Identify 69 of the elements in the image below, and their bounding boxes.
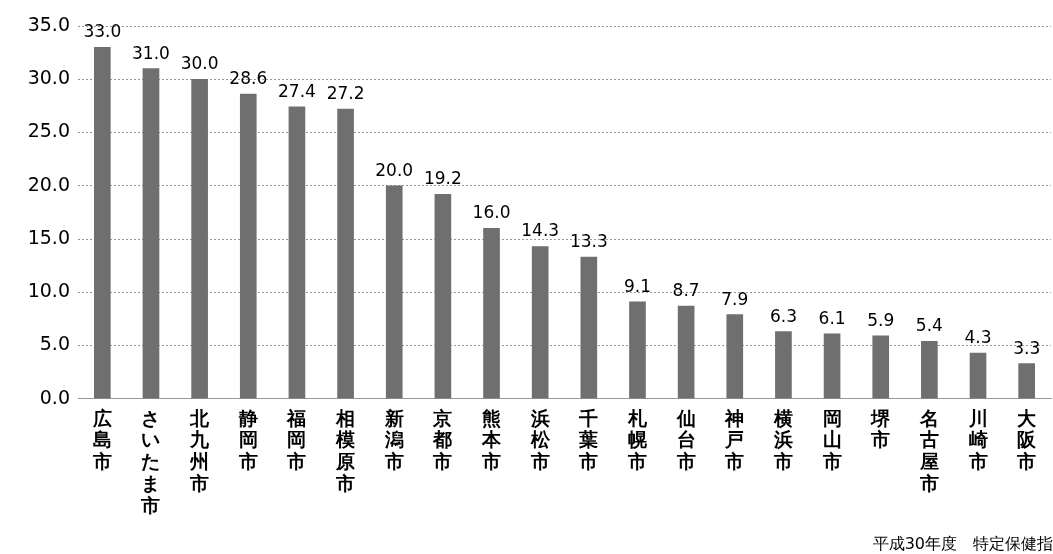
data-label: 4.3 [964,326,992,347]
x-tick-label: 神戸市 [724,406,745,473]
bar [726,314,744,399]
data-label: 7.9 [721,288,749,309]
x-tick-label: 福岡市 [286,406,307,473]
bar [531,246,549,399]
data-label: 8.7 [672,280,700,301]
x-tick-label: 千葉市 [578,406,599,473]
bar [823,333,841,399]
data-label: 9.1 [623,275,651,296]
bar [872,335,890,399]
x-tick-label: 浜松市 [529,406,551,473]
bar [142,68,160,399]
x-tick-label: 広島市 [91,406,112,473]
data-label: 5.9 [867,309,895,330]
x-tick-label: 静岡市 [237,406,258,473]
data-label: 13.3 [569,231,608,252]
y-tick-label: 30.0 [27,66,70,89]
x-tick-label: 岡山市 [821,406,842,473]
y-tick-label: 15.0 [27,225,70,248]
x-tick-label: 札幌市 [626,406,648,473]
data-label: 31.0 [132,42,170,63]
data-label: 27.2 [326,82,365,103]
bar [921,340,938,399]
bar [969,352,987,399]
bar [337,108,354,399]
data-label: 6.1 [818,307,846,328]
y-tick-label: 0.0 [39,385,70,408]
x-tick-label: 熊本市 [481,406,503,473]
text: 平成30年度 特定保健指 [872,534,1053,554]
x-tick-label: 仙台市 [675,406,696,473]
x-tick-label: 堺市 [870,406,892,451]
data-label: 5.4 [915,315,943,336]
data-label: 28.6 [229,68,268,89]
y-tick-label: 35.0 [27,12,70,35]
y-tick-label: 20.0 [27,172,70,195]
bar [191,78,208,399]
bar [775,331,792,399]
x-tick-label: 川崎市 [967,406,988,473]
bar [288,106,306,399]
bar [434,193,452,399]
bar [580,256,598,399]
x-tick-label: 新潟市 [383,406,404,473]
y-tick-label: 25.0 [27,119,70,142]
x-tick-label: 相模原市 [335,406,356,495]
x-tick-label: 大阪市 [1016,406,1038,473]
x-tick-label: 京都市 [432,406,453,473]
data-label: 30.0 [180,53,219,74]
data-label: 27.4 [278,80,316,101]
x-tick-label: 北九州市 [189,406,211,495]
bar [94,46,111,399]
data-label: 19.2 [423,168,462,189]
data-label: 20.0 [375,159,414,180]
bar [483,228,500,399]
y-tick-label: 10.0 [27,279,70,302]
bar [239,93,257,399]
x-tick-label: さいたま市 [140,406,161,517]
x-tick-label: 名古屋市 [918,406,939,495]
data-label: 6.3 [769,305,797,326]
bar [629,301,646,399]
bar [1018,363,1036,399]
data-label: 3.3 [1013,337,1041,358]
data-label: 33.0 [83,21,122,42]
data-label: 16.0 [472,202,511,223]
data-label: 14.3 [521,220,560,241]
y-tick-label: 5.0 [39,332,70,355]
bar [385,185,403,399]
x-tick-label: 横浜市 [772,406,793,473]
bar [677,305,695,399]
